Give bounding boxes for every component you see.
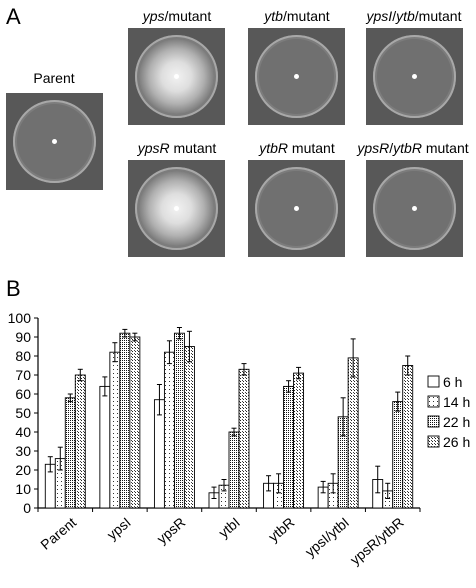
plate-title-ytbR: ytbR mutant (259, 140, 335, 156)
bar (238, 368, 250, 509)
y-tick-label: 80 (15, 348, 31, 364)
x-tick-label: ypsI/ytbI (302, 514, 352, 560)
plate-title-ypsI-ytb: ypsI/ytb/mutant (366, 8, 462, 24)
plate-ytbR (248, 160, 345, 257)
plate-title-ytb: ytb/mutant (264, 8, 330, 24)
legend-label: 14 h (443, 394, 470, 410)
legend-swatch (427, 435, 440, 448)
x-tick-label: ytbI (215, 514, 243, 541)
legend-label: 22 h (443, 414, 470, 430)
plate-title-ypsR-ytbR: ypsR/ytbR mutant (357, 140, 469, 156)
y-tick-label: 50 (15, 405, 31, 421)
x-tick-label: ypsR/ytbR (347, 514, 407, 568)
bar (109, 351, 121, 509)
y-tick-label: 70 (15, 367, 31, 383)
y-tick-label: 30 (15, 443, 31, 459)
panel-b-label: B (6, 276, 21, 301)
plate-ypsR (128, 160, 225, 257)
bar (163, 351, 175, 509)
plate-title-yps: yps/mutant (142, 8, 212, 24)
bar (228, 431, 240, 509)
y-tick-label: 90 (15, 329, 31, 345)
plate-parent (6, 93, 103, 190)
plate-ytb (248, 28, 345, 125)
legend-swatch (427, 395, 440, 408)
panel-a-label: A (6, 4, 21, 29)
bar (283, 385, 295, 509)
bar (74, 374, 86, 509)
plate-title-parent: Parent (33, 70, 75, 86)
bar (99, 385, 111, 509)
bar (129, 336, 141, 509)
y-tick-label: 20 (15, 462, 31, 478)
bar (293, 372, 305, 509)
legend-label: 26 h (443, 434, 470, 450)
plate-title-ypsR: ypsR mutant (137, 140, 217, 156)
bar (173, 332, 185, 509)
y-tick-label: 60 (15, 386, 31, 402)
bar (183, 346, 195, 509)
y-tick-label: 10 (15, 481, 31, 497)
bar (347, 357, 359, 509)
x-tick-label: Parent (37, 514, 79, 553)
y-tick-label: 40 (15, 424, 31, 440)
plate-ypsR-ytbR (366, 160, 463, 257)
x-tick-label: ytbR (265, 514, 297, 545)
x-tick-label: ypsI (104, 514, 134, 543)
bar (119, 332, 131, 509)
legend-swatch (427, 415, 440, 428)
legend-label: 6 h (443, 374, 462, 390)
y-tick-label: 100 (8, 310, 32, 326)
bar (392, 401, 404, 509)
bar (402, 365, 414, 509)
plate-ypsI-ytb (366, 28, 463, 125)
plate-yps (128, 28, 225, 125)
bar-chart: 0 10 20 30 40 50 60 70 80 90 100 Parent ypsI ypsR ytb… (8, 310, 471, 568)
x-tick-label: ypsR (154, 514, 189, 547)
bar (153, 399, 165, 509)
bar (64, 397, 76, 509)
y-tick-label: 0 (23, 500, 31, 516)
legend-swatch (427, 375, 440, 388)
